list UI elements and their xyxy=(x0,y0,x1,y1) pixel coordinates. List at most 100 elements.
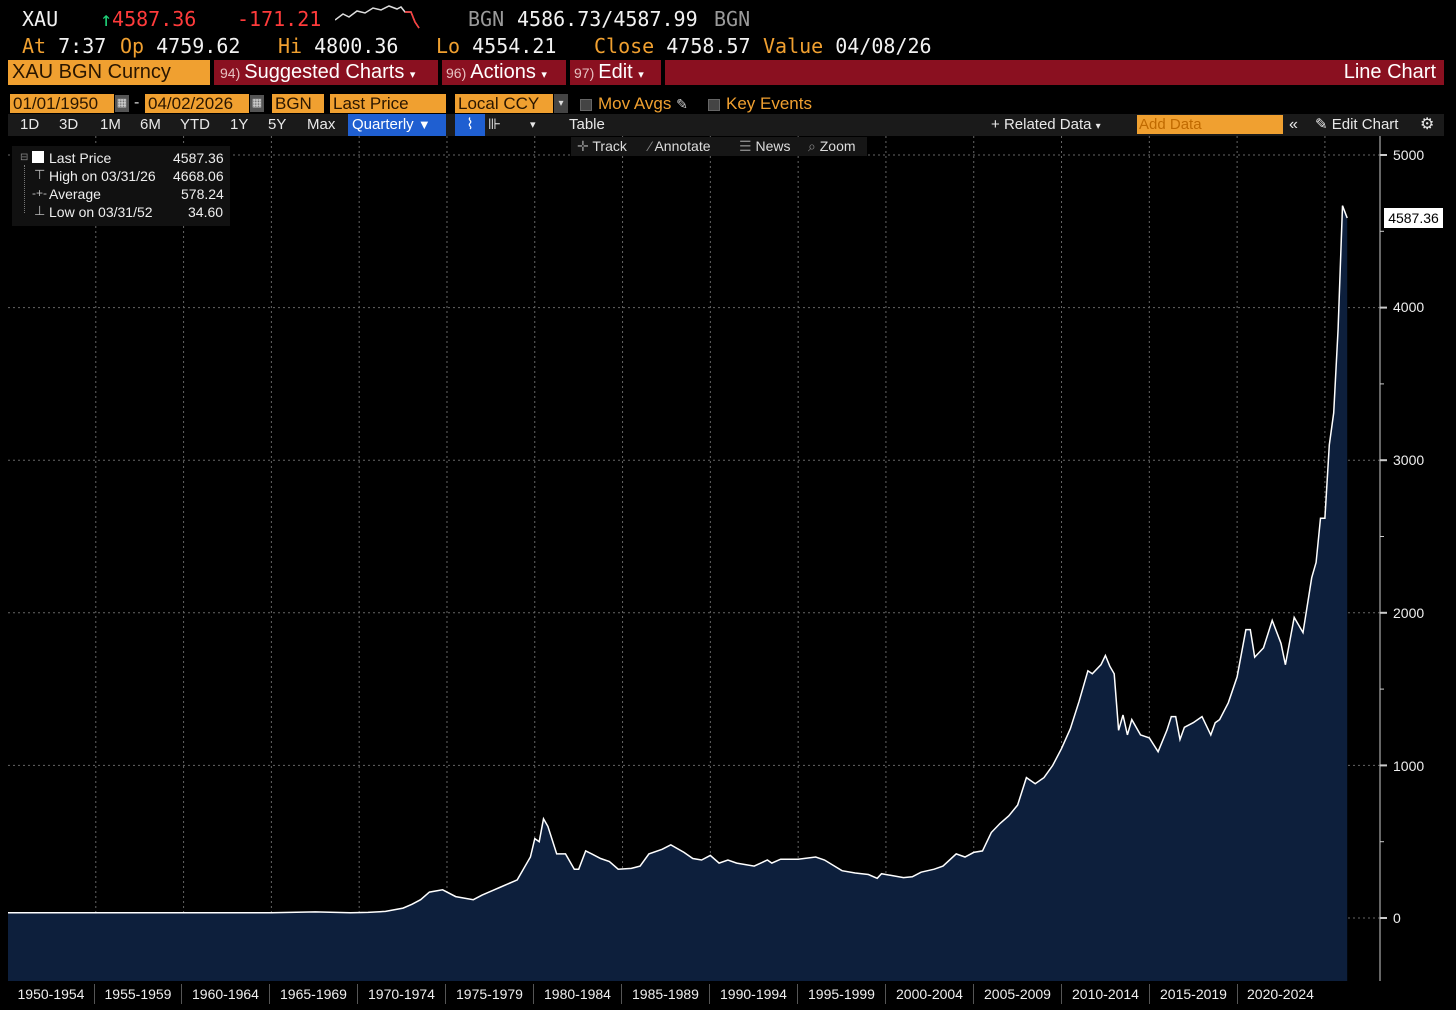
chevron-down-icon: ▾ xyxy=(541,69,547,81)
double-chevron-left-icon[interactable]: « xyxy=(1289,116,1298,133)
legend-low-value: 34.60 xyxy=(188,204,224,220)
open-field: Op 4759.62 xyxy=(120,34,240,58)
low-value: 4554.21 xyxy=(472,34,557,58)
edit-num: 97) xyxy=(574,65,595,81)
date-dash: - xyxy=(134,94,140,111)
high-field: Hi 4800.36 xyxy=(278,34,398,58)
x-tick-label: 1980-1984 xyxy=(534,984,622,1004)
low-label: Lo xyxy=(436,34,461,58)
key-events-toggle[interactable]: Key Events xyxy=(708,94,812,114)
period-1y[interactable]: 1Y xyxy=(230,116,249,133)
average-marker-icon: -+- xyxy=(32,186,47,200)
x-tick-label: 2005-2009 xyxy=(974,984,1062,1004)
chevron-down-icon[interactable]: ▾ xyxy=(554,94,568,113)
period-1m[interactable]: 1M xyxy=(100,116,121,133)
pencil-icon: ✎ xyxy=(1315,116,1328,133)
legend-tree-line xyxy=(24,165,26,213)
y-tick-label: 1000 xyxy=(1393,758,1425,774)
security-field[interactable]: XAU BGN Curncy xyxy=(8,60,210,85)
mov-avgs-toggle[interactable]: Mov Avgs ✎ xyxy=(580,94,688,114)
annotate-label: Annotate xyxy=(654,138,711,154)
currency-select[interactable]: Local CCY xyxy=(455,94,553,113)
zoom-tool[interactable]: ⌕ Zoom xyxy=(808,137,856,156)
line-chart-icon[interactable]: ⌇ xyxy=(455,114,485,136)
at-time: 7:37 xyxy=(58,34,107,58)
field-input[interactable]: Last Price xyxy=(330,94,446,113)
start-date-input[interactable]: 01/01/1950 xyxy=(10,94,114,113)
legend-last-price-label: Last Price xyxy=(49,150,112,166)
edit-chart-label: Edit Chart xyxy=(1331,116,1399,133)
x-tick-label: 1995-1999 xyxy=(798,984,886,1004)
chevron-down-icon: ▾ xyxy=(409,69,416,81)
key-events-label: Key Events xyxy=(726,94,812,113)
calendar-icon[interactable]: ▦ xyxy=(250,95,264,112)
suggested-charts-num: 94) xyxy=(220,65,241,81)
series-color-swatch[interactable] xyxy=(32,151,44,163)
x-tick-label: 2015-2019 xyxy=(1150,984,1238,1004)
checkbox-icon[interactable] xyxy=(708,98,720,111)
pencil-icon[interactable]: ✎ xyxy=(676,96,688,112)
news-icon: ☰ xyxy=(739,138,752,154)
period-6m[interactable]: 6M xyxy=(140,116,161,133)
collapse-icon[interactable]: ⊟ xyxy=(20,152,29,163)
plus-icon: + xyxy=(991,116,1000,133)
calendar-icon[interactable]: ▦ xyxy=(115,95,129,112)
legend-high-label: High on 03/31/26 xyxy=(49,168,156,184)
legend-last-price-value: 4587.36 xyxy=(173,150,224,166)
close-value: 4758.57 xyxy=(666,34,751,58)
open-value: 4759.62 xyxy=(156,34,241,58)
y-tick-label: 3000 xyxy=(1393,452,1425,468)
value-date: 04/08/26 xyxy=(835,34,932,58)
news-label: News xyxy=(755,138,791,154)
legend-low-label: Low on 03/31/52 xyxy=(49,204,153,220)
add-data-input[interactable]: Add Data xyxy=(1137,115,1283,134)
source-input[interactable]: BGN xyxy=(272,94,324,113)
news-tool[interactable]: ☰ News xyxy=(739,137,791,156)
x-tick-label: 1990-1994 xyxy=(710,984,798,1004)
period-5y[interactable]: 5Y xyxy=(268,116,287,133)
period-3d[interactable]: 3D xyxy=(59,116,79,133)
low-field: Lo 4554.21 xyxy=(436,34,556,58)
last-price-axis-label: 4587.36 xyxy=(1384,208,1443,228)
crosshair-icon: ✛ xyxy=(577,138,589,154)
bar-chart-icon[interactable]: ⊪ xyxy=(488,116,502,133)
last-price: ↑4587.36 xyxy=(100,7,196,31)
x-tick-label: 2010-2014 xyxy=(1062,984,1150,1004)
pencil-icon: ⁄ xyxy=(649,138,652,154)
gear-icon[interactable]: ⚙ xyxy=(1420,116,1435,133)
track-tool[interactable]: ✛ Track xyxy=(577,137,627,156)
actions-num: 96) xyxy=(446,65,467,81)
price-chart[interactable] xyxy=(0,136,1456,1010)
x-tick-label: 1960-1964 xyxy=(182,984,270,1004)
suggested-charts-label: Suggested Charts xyxy=(244,61,405,83)
low-marker-icon: ⊥ xyxy=(34,203,46,218)
chevron-down-icon[interactable]: ▾ xyxy=(530,119,536,131)
edit-menu[interactable]: 97) Edit ▾ xyxy=(574,60,644,85)
x-tick-label: 2000-2004 xyxy=(886,984,974,1004)
related-data-menu[interactable]: + Related Data ▾ xyxy=(991,114,1101,136)
bgn-label-2: BGN xyxy=(714,7,751,31)
x-tick-label: 1970-1974 xyxy=(358,984,446,1004)
value-field: Value 04/08/26 xyxy=(763,34,932,58)
actions-menu[interactable]: 96) Actions ▾ xyxy=(446,60,547,85)
high-label: Hi xyxy=(278,34,303,58)
end-date-input[interactable]: 04/02/2026 xyxy=(145,94,249,113)
edit-label: Edit xyxy=(598,61,633,83)
legend-high-value: 4668.06 xyxy=(173,168,224,184)
frequency-select[interactable]: Quarterly ▼ xyxy=(348,114,446,136)
edit-chart-button[interactable]: ✎ Edit Chart xyxy=(1315,114,1398,136)
price-area xyxy=(8,205,1348,981)
suggested-charts-menu[interactable]: 94) Suggested Charts ▾ xyxy=(220,60,415,85)
x-tick-label: 1950-1954 xyxy=(8,984,95,1004)
actions-label: Actions xyxy=(470,61,536,83)
annotate-tool[interactable]: ⁄ Annotate xyxy=(649,137,711,156)
menu-bar: XAU BGN Curncy 94) Suggested Charts ▾ 96)… xyxy=(8,60,1444,85)
mov-avgs-label: Mov Avgs xyxy=(598,94,672,113)
magnifier-icon: ⌕ xyxy=(808,138,816,154)
period-1d[interactable]: 1D xyxy=(20,116,40,133)
open-label: Op xyxy=(120,34,145,58)
table-button[interactable]: Table xyxy=(569,116,605,133)
period-max[interactable]: Max xyxy=(307,116,336,133)
period-ytd[interactable]: YTD xyxy=(180,116,210,133)
checkbox-icon[interactable] xyxy=(580,98,592,111)
